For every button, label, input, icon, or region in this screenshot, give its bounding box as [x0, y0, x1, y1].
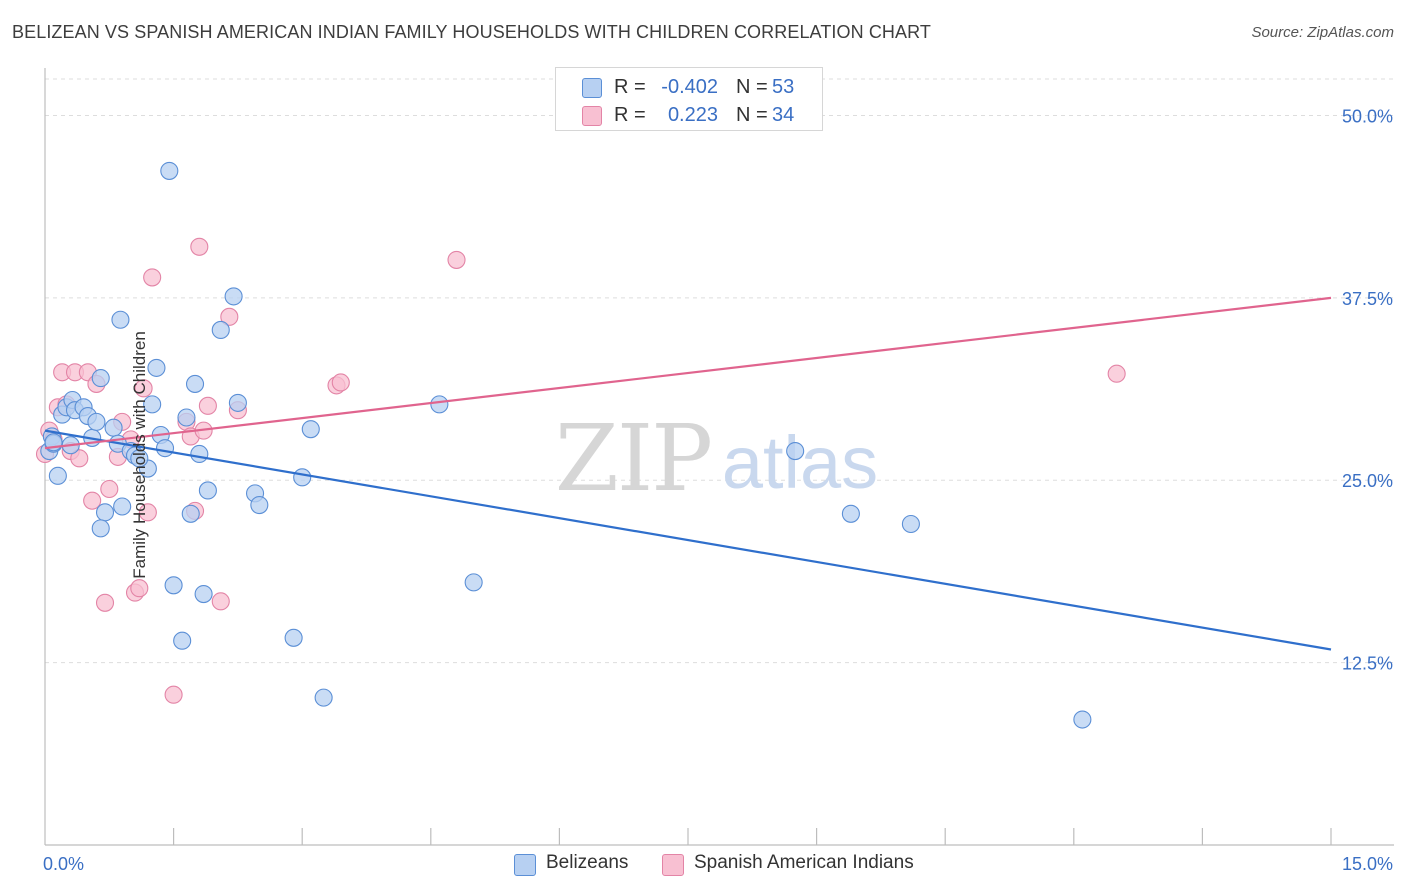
series-legend: Belizeans Spanish American Indians: [0, 852, 1406, 878]
point-spanish-american-indians: [95, 593, 115, 612]
point-belizeans: [1073, 710, 1092, 729]
n-value: 34: [772, 104, 795, 126]
point-belizeans: [284, 628, 303, 647]
point-belizeans: [91, 519, 110, 538]
point-spanish-american-indians: [190, 237, 209, 256]
y-tick-label: 50.0%: [1342, 106, 1393, 126]
x-tick-label: 0.0%: [43, 854, 84, 874]
r-value: -0.402: [661, 76, 718, 98]
y-tick-label: 12.5%: [1342, 654, 1393, 674]
point-spanish-american-indians: [130, 579, 149, 598]
point-belizeans: [194, 584, 213, 604]
point-belizeans: [130, 449, 149, 468]
trend-lines: [44, 296, 1332, 651]
point-belizeans: [185, 374, 205, 393]
point-spanish-american-indians: [164, 685, 183, 704]
source-label: Source: ZipAtlas.com: [1251, 24, 1394, 41]
n-label: N =: [736, 76, 768, 98]
point-spanish-american-indians: [138, 503, 157, 522]
point-spanish-american-indians: [211, 592, 230, 611]
point-belizeans: [224, 287, 243, 306]
point-belizeans: [143, 395, 162, 414]
point-belizeans: [198, 481, 217, 500]
point-belizeans: [95, 503, 115, 522]
point-spanish-american-indians: [143, 268, 162, 287]
point-spanish-american-indians: [331, 373, 350, 392]
watermark: ZIP atlas: [555, 405, 878, 512]
point-belizeans: [177, 408, 196, 427]
stats-row-belizeans: R = -0.402 N = 53: [556, 74, 822, 102]
point-spanish-american-indians: [1107, 364, 1126, 383]
point-spanish-american-indians: [220, 307, 239, 326]
point-belizeans: [111, 310, 130, 329]
point-spanish-american-indians: [134, 379, 153, 398]
point-belizeans: [181, 504, 200, 523]
x-tick-label: 15.0%: [1342, 854, 1393, 874]
chart-title: BELIZEAN VS SPANISH AMERICAN INDIAN FAMI…: [12, 22, 931, 42]
legend-label-belizeans: Belizeans: [546, 852, 629, 873]
point-belizeans: [164, 576, 183, 595]
point-belizeans: [147, 358, 166, 377]
point-belizeans: [104, 418, 123, 437]
point-belizeans: [301, 420, 320, 439]
point-belizeans: [786, 442, 805, 461]
point-belizeans: [91, 369, 110, 388]
y-axis-label: Family Households with Children: [129, 331, 149, 579]
r-label: R =: [614, 76, 646, 98]
point-belizeans: [190, 444, 209, 464]
legend-swatch-belizeans: [514, 854, 536, 876]
point-belizeans: [173, 631, 192, 650]
stats-row-spanish-american-indians: R = 0.223 N = 34: [556, 102, 822, 130]
point-belizeans: [250, 495, 269, 515]
point-spanish-american-indians: [83, 491, 102, 510]
point-belizeans: [430, 395, 449, 414]
point-spanish-american-indians: [198, 396, 217, 415]
watermark-atlas: atlas: [722, 421, 878, 504]
swatch-spanish-american-indians: [582, 106, 602, 126]
n-label: N =: [736, 104, 768, 126]
point-belizeans: [314, 688, 333, 707]
legend-label-spanish-american-indians: Spanish American Indians: [694, 852, 914, 873]
point-belizeans: [211, 320, 230, 340]
n-value: 53: [772, 76, 795, 98]
point-belizeans: [113, 497, 132, 516]
point-belizeans: [160, 161, 179, 180]
gridlines: [45, 78, 1394, 664]
watermark-zip: ZIP: [555, 405, 711, 512]
y-tick-label: 37.5%: [1342, 289, 1393, 309]
point-belizeans: [901, 514, 920, 534]
r-value: 0.223: [667, 104, 718, 126]
point-belizeans: [293, 468, 312, 487]
point-spanish-american-indians: [70, 449, 89, 468]
tick-labels: 12.5% 25.0% 37.5% 50.0% 0.0% 15.0%: [43, 106, 1393, 874]
point-belizeans: [841, 504, 860, 523]
r-label: R =: [614, 104, 646, 126]
point-belizeans: [48, 466, 67, 485]
point-belizeans: [464, 573, 483, 592]
y-tick-label: 25.0%: [1342, 471, 1393, 491]
y-axis-label-wrap: Family Households with Children: [130, 331, 150, 579]
trend-line-belizeans: [44, 429, 1332, 651]
stats-legend: R = -0.402 N = 53 R = 0.223 N = 34: [555, 67, 823, 131]
legend-swatch-spanish-american-indians: [662, 854, 684, 876]
swatch-belizeans: [582, 78, 602, 98]
axes: [44, 68, 1394, 846]
point-belizeans: [228, 393, 247, 412]
point-spanish-american-indians: [100, 479, 119, 499]
point-belizeans: [155, 439, 175, 458]
point-spanish-american-indians: [447, 250, 466, 269]
point-belizeans: [87, 412, 106, 431]
trend-line-spanish-american-indians: [44, 296, 1332, 450]
